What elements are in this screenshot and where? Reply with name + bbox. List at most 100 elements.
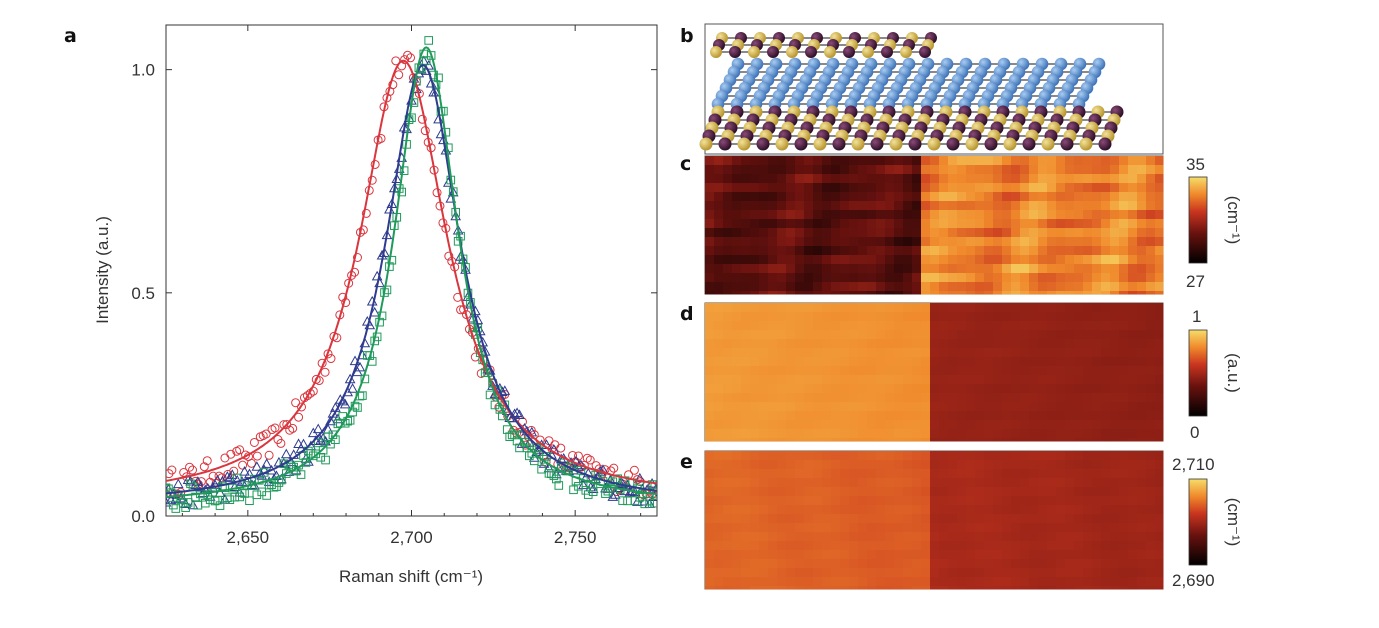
heat-cell: [1011, 469, 1021, 479]
heat-cell: [813, 478, 823, 488]
heat-cell: [993, 291, 1003, 295]
heat-cell: [858, 210, 868, 220]
heat-cell: [966, 312, 976, 322]
heat-cell: [759, 174, 769, 184]
heat-cell: [1137, 366, 1147, 376]
heat-cell: [732, 303, 742, 313]
data-point: [166, 496, 172, 507]
heat-cell: [840, 273, 850, 283]
heat-cell: [1146, 420, 1156, 430]
heat-cell: [939, 451, 949, 461]
heat-cell: [858, 321, 868, 331]
heat-cell: [759, 183, 769, 193]
heat-cell: [957, 291, 967, 295]
heat-cell: [759, 357, 769, 367]
heat-cell: [723, 541, 733, 551]
heat-cell: [777, 411, 787, 421]
heat-cell: [867, 156, 877, 166]
heat-cell: [1011, 282, 1021, 292]
colorbar-c-gradient: [1188, 176, 1208, 264]
heat-cell: [894, 264, 904, 274]
heat-cell: [957, 303, 967, 313]
heat-cell: [858, 438, 868, 442]
data-point: [556, 443, 566, 453]
data-point: [372, 332, 382, 342]
heat-cell: [948, 156, 958, 166]
atom: [919, 46, 931, 58]
heat-cell: [1128, 393, 1138, 403]
heat-cell: [723, 201, 733, 211]
heat-cell: [993, 192, 1003, 202]
heat-cell: [804, 165, 814, 175]
heat-cell: [750, 357, 760, 367]
heat-cell: [1155, 321, 1164, 331]
heat-cell: [948, 210, 958, 220]
heat-cell: [1074, 312, 1084, 322]
heat-cell: [1002, 183, 1012, 193]
heat-cell: [912, 156, 922, 166]
heat-cell: [759, 264, 769, 274]
data-point: [544, 469, 554, 478]
heat-cell: [822, 210, 832, 220]
heat-cell: [813, 384, 823, 394]
heat-cell: [1092, 339, 1102, 349]
heat-cell: [804, 550, 814, 560]
heat-cell: [912, 264, 922, 274]
heat-cell: [849, 273, 859, 283]
heat-cell: [831, 312, 841, 322]
heat-cell: [939, 469, 949, 479]
heat-cell: [948, 375, 958, 385]
heat-cell: [1119, 282, 1129, 292]
atom: [767, 46, 779, 58]
heat-cell: [1146, 237, 1156, 247]
heat-cell: [840, 523, 850, 533]
heat-cell: [786, 478, 796, 488]
heat-cell: [831, 201, 841, 211]
heat-cell: [1155, 291, 1164, 295]
heat-cell: [786, 420, 796, 430]
heat-cell: [1110, 210, 1120, 220]
heat-cell: [840, 228, 850, 238]
heat-cell: [1074, 264, 1084, 274]
heat-cell: [1146, 586, 1156, 590]
heat-cell: [849, 550, 859, 560]
heat-cell: [894, 312, 904, 322]
heat-cell: [1128, 550, 1138, 560]
heat-cell: [777, 219, 787, 229]
heat-cell: [1056, 487, 1066, 497]
heat-cell: [1101, 420, 1111, 430]
heat-cell: [777, 451, 787, 461]
heat-cell: [903, 438, 913, 442]
heat-cell: [1074, 420, 1084, 430]
heat-cell: [768, 246, 778, 256]
heat-cell: [1074, 246, 1084, 256]
heat-cell: [1029, 366, 1039, 376]
heat-cell: [741, 478, 751, 488]
heat-cell: [903, 514, 913, 524]
heat-cell: [822, 577, 832, 587]
heat-cell: [912, 438, 922, 442]
heat-cell: [1101, 402, 1111, 412]
heat-cell: [795, 273, 805, 283]
heat-cell: [777, 291, 787, 295]
data-point: [425, 77, 437, 88]
heat-cell: [885, 550, 895, 560]
atom: [1098, 137, 1112, 151]
heat-cell: [1047, 348, 1057, 358]
data-point: [549, 471, 559, 481]
heat-cell: [840, 312, 850, 322]
heat-cell: [777, 183, 787, 193]
data-point: [212, 474, 223, 485]
heat-cell: [984, 156, 994, 166]
x-tick-label: 2,750: [554, 528, 597, 547]
heat-cell: [1038, 469, 1048, 479]
heat-cell: [840, 460, 850, 470]
heat-cell: [822, 559, 832, 569]
heat-cell: [1155, 210, 1164, 220]
heat-cell: [1083, 478, 1093, 488]
heat-cell: [1146, 550, 1156, 560]
heat-cell: [1155, 460, 1164, 470]
heat-cell: [993, 255, 1003, 265]
heat-cell: [1155, 264, 1164, 274]
heat-cell: [705, 586, 715, 590]
